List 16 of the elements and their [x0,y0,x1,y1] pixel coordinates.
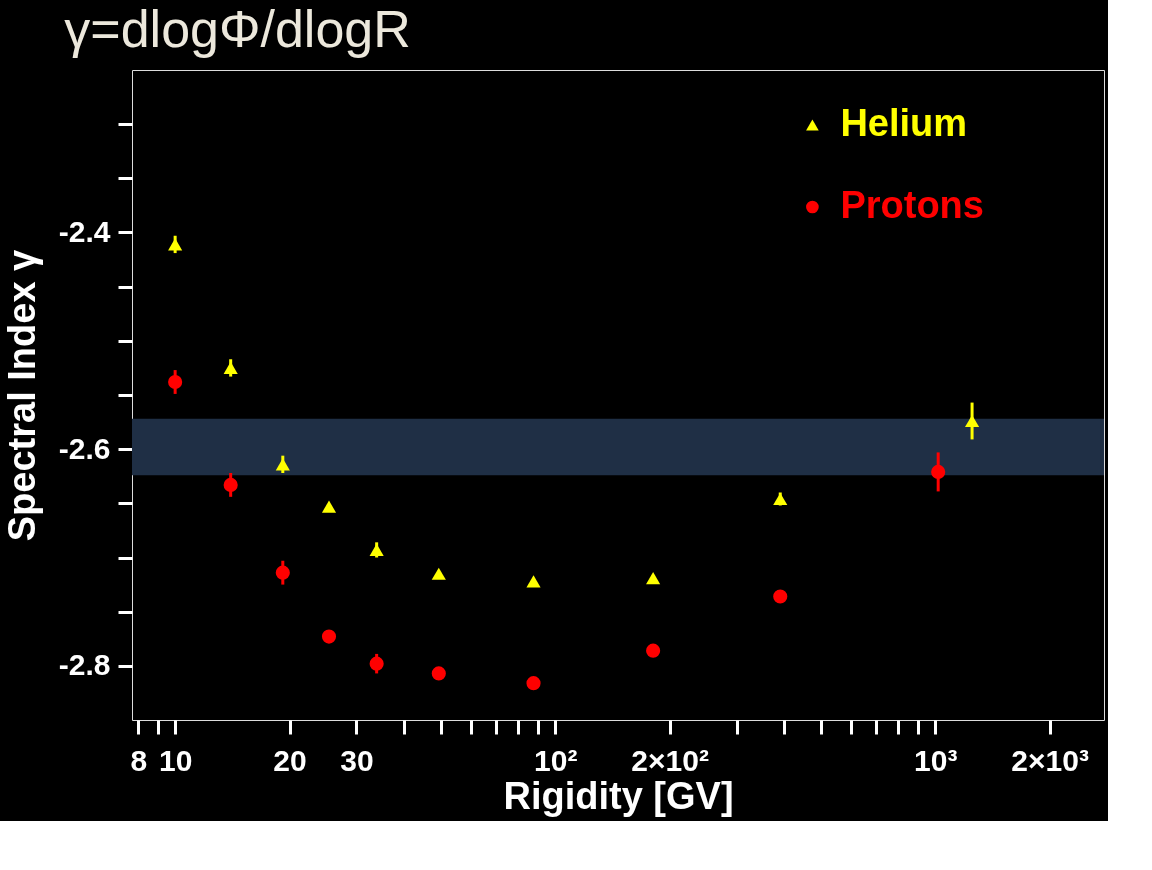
y-axis-title: Spectral Index γ [0,249,43,542]
x-tick-label: 30 [340,743,374,777]
x-tick-label: 2×10² [631,743,709,777]
chart-title: γ=dlogΦ/dlogR [64,0,411,58]
x-tick-label: 8 [130,743,148,777]
legend-label: Helium [840,102,968,144]
x-tick-label: 10² [534,743,578,777]
x-tick-label: 10 [158,743,193,777]
x-tick-label: 10³ [914,743,958,777]
x-tick-label: 2×10³ [1011,743,1089,777]
y-tick-label: -2.8 [58,648,111,682]
x-axis-title: Rigidity [GV] [503,774,734,817]
y-tick-label: -2.6 [58,431,111,465]
x-tick-label: 20 [273,743,307,777]
legend-label: Protons [840,184,984,226]
y-tick-label: -2.4 [58,215,111,248]
